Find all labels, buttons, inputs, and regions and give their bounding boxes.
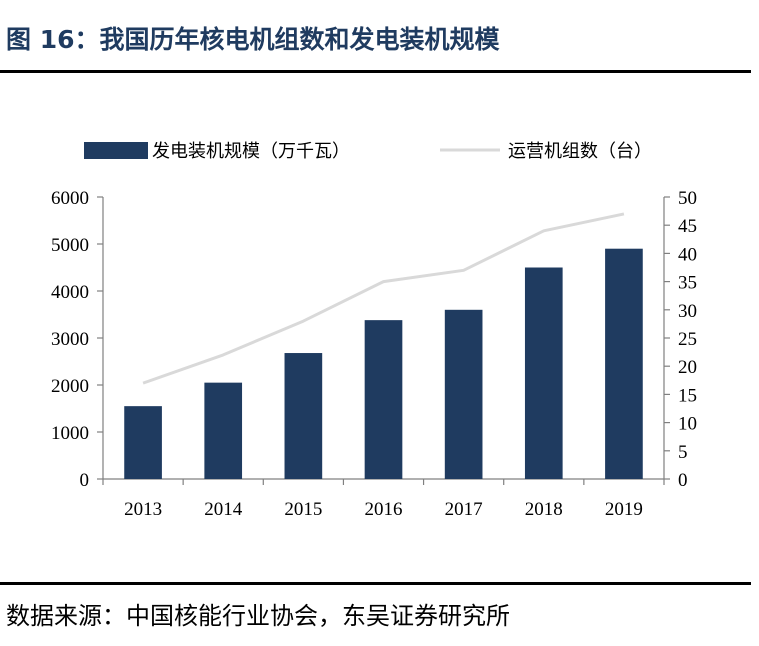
chart: 发电装机规模（万千瓦） 运营机组数（台） 0100020003000400050… bbox=[51, 141, 697, 520]
y-left-tick-label: 6000 bbox=[51, 188, 89, 209]
bar-2018 bbox=[524, 267, 563, 479]
legend-swatch-bar bbox=[84, 142, 148, 159]
y-left-tick-label: 3000 bbox=[51, 329, 89, 350]
y-left-tick-label: 2000 bbox=[51, 376, 89, 397]
figure-source: 数据来源：中国核能行业协会，东吴证券研究所 bbox=[6, 602, 510, 630]
plot-area: 0 1000 2000 3000 4000 5000 6000 0 5 10 15 20 25 30 35 4… bbox=[51, 188, 697, 520]
legend-label-line: 运营机组数（台） bbox=[508, 141, 652, 162]
y-right-tick-label: 20 bbox=[678, 357, 697, 378]
x-tick-label: 2014 bbox=[204, 499, 243, 520]
figure-title: 图 16：我国历年核电机组数和发电装机规模 bbox=[6, 25, 500, 54]
y-left-tick-label: 0 bbox=[80, 470, 90, 491]
y-left-tick-label: 4000 bbox=[51, 282, 89, 303]
legend-label-bar: 发电装机规模（万千瓦） bbox=[152, 141, 350, 162]
y-left-tick-label: 5000 bbox=[51, 235, 89, 256]
y-right-tick-label: 10 bbox=[678, 414, 697, 435]
bar-2013 bbox=[124, 406, 162, 479]
x-tick-label: 2016 bbox=[365, 499, 403, 520]
bar-2016 bbox=[364, 320, 403, 479]
x-tick-label: 2018 bbox=[525, 499, 563, 520]
bar-2017 bbox=[444, 309, 483, 479]
operating-units-line bbox=[142, 212, 625, 385]
x-tick-label: 2013 bbox=[124, 499, 162, 520]
bar-2019 bbox=[605, 248, 643, 479]
bar-2015 bbox=[284, 353, 323, 479]
y-right-tick-label: 25 bbox=[678, 329, 697, 350]
x-tick-label: 2017 bbox=[445, 499, 483, 520]
y-right-tick-label: 35 bbox=[678, 273, 697, 294]
source-divider bbox=[0, 582, 751, 585]
title-divider bbox=[0, 70, 751, 73]
y-left-tick-label: 1000 bbox=[51, 423, 89, 444]
x-tick-label: 2015 bbox=[284, 499, 322, 520]
y-right-tick-label: 30 bbox=[678, 301, 697, 322]
y-right-tick-label: 45 bbox=[678, 216, 697, 237]
y-right-tick-label: 15 bbox=[678, 385, 697, 406]
y-right-tick-label: 40 bbox=[678, 244, 697, 265]
legend: 发电装机规模（万千瓦） 运营机组数（台） bbox=[84, 141, 652, 162]
bar-2014 bbox=[204, 382, 243, 479]
y-right-tick-label: 0 bbox=[678, 470, 688, 491]
y-right-tick-label: 5 bbox=[678, 442, 688, 463]
y-right-tick-label: 50 bbox=[678, 188, 697, 209]
x-tick-label: 2019 bbox=[605, 499, 643, 520]
